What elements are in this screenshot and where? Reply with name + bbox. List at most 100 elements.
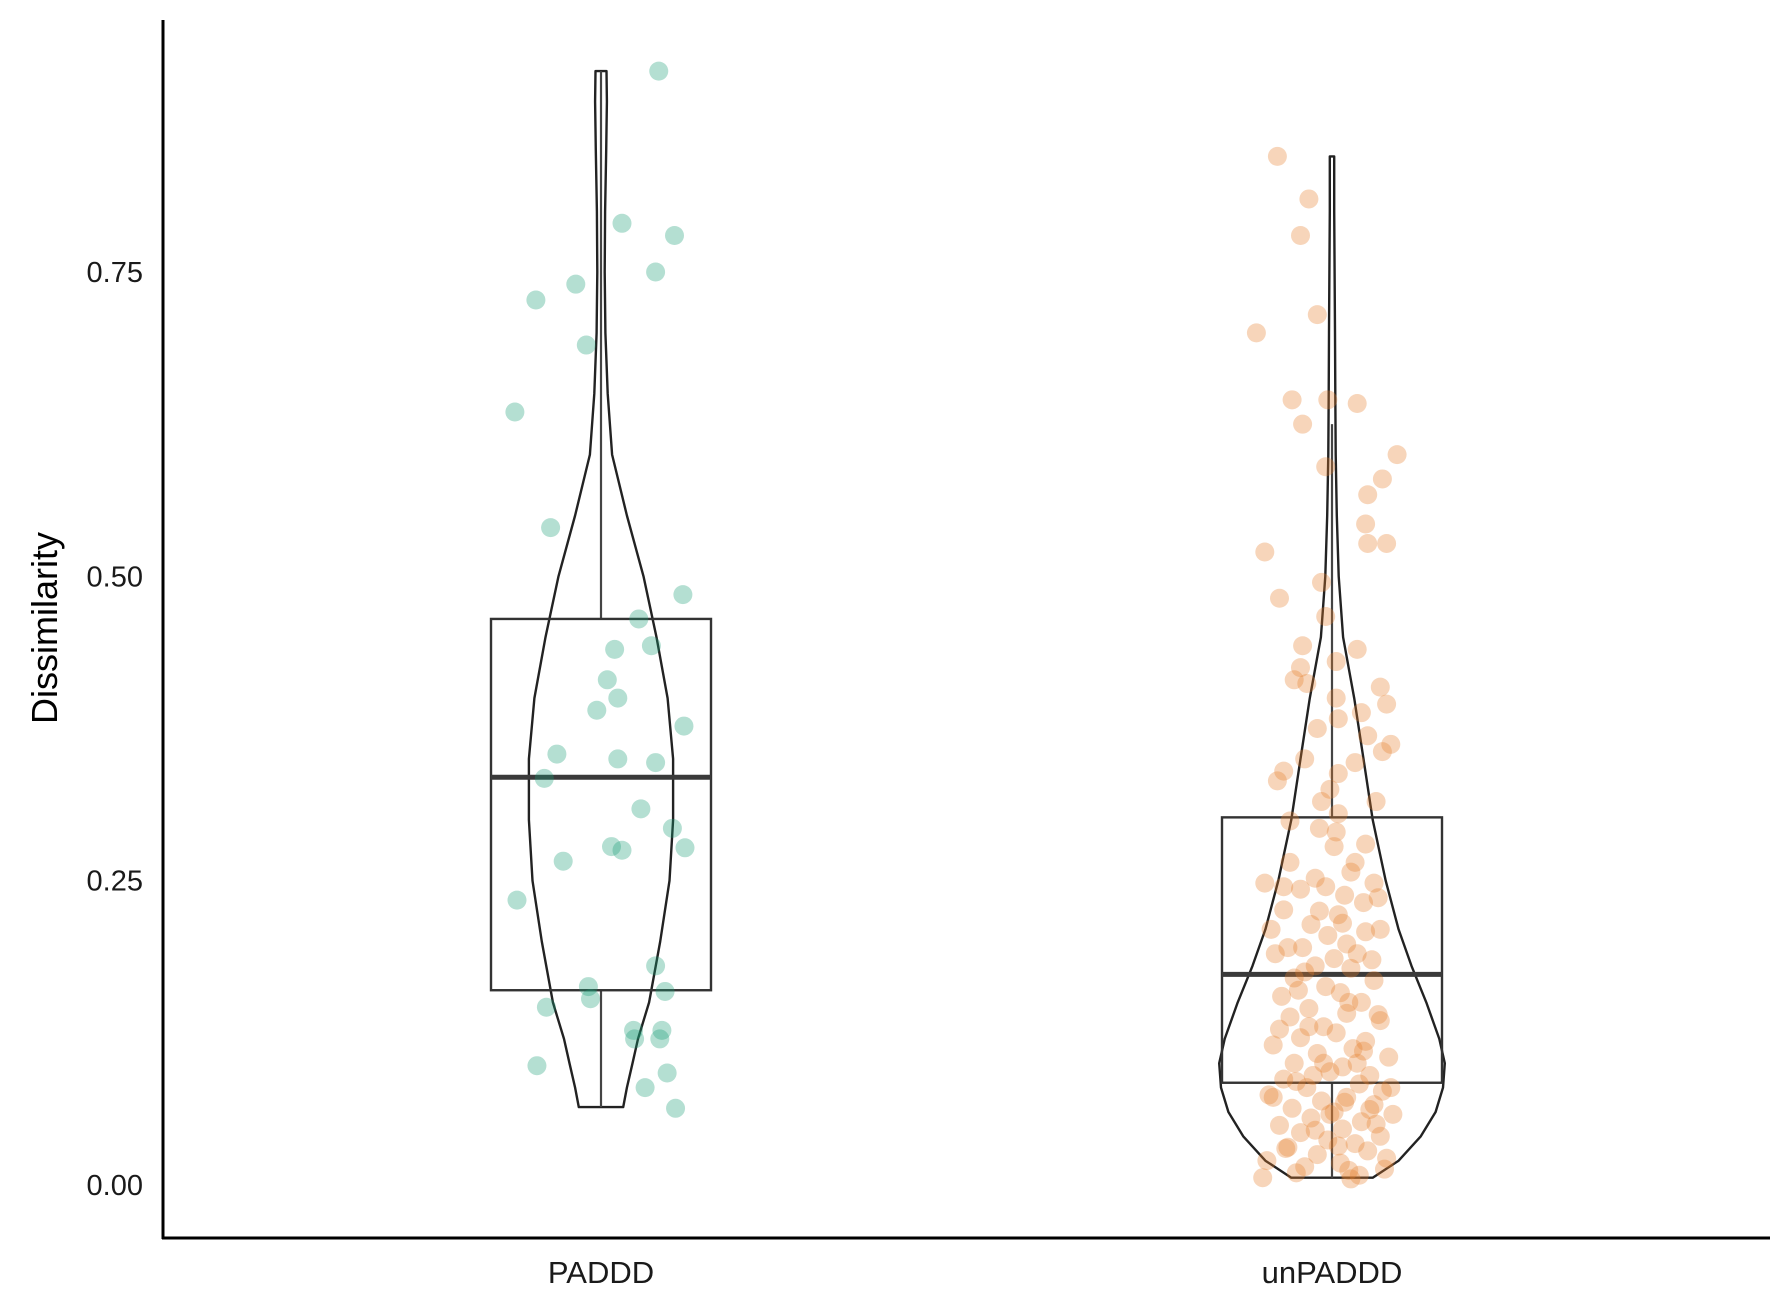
data-point-unpaddd: [1246, 323, 1266, 343]
data-point-unpaddd: [1333, 1119, 1352, 1139]
data-point-paddd: [597, 670, 617, 690]
data-point-unpaddd: [1366, 1114, 1386, 1134]
data-point-unpaddd: [1291, 225, 1310, 245]
data-point-unpaddd: [1368, 888, 1388, 908]
data-point-unpaddd: [1316, 977, 1336, 997]
data-point-unpaddd: [1263, 1035, 1283, 1055]
data-point-unpaddd: [1280, 1007, 1300, 1027]
data-point-unpaddd: [1265, 944, 1285, 964]
data-point-unpaddd: [1328, 709, 1348, 729]
data-point-paddd: [624, 1020, 644, 1040]
data-point-paddd: [608, 749, 628, 769]
data-point-unpaddd: [1309, 818, 1329, 838]
data-point-unpaddd: [1314, 1017, 1334, 1037]
y-tick-label: 0.75: [87, 257, 143, 289]
data-point-unpaddd: [1362, 950, 1382, 970]
y-axis-title: Dissimilarity: [24, 532, 65, 724]
data-point-unpaddd: [1364, 970, 1384, 990]
data-point-unpaddd: [1263, 1087, 1283, 1107]
data-point-unpaddd: [1366, 792, 1386, 812]
data-point-unpaddd: [1307, 1044, 1327, 1064]
violins-layer: [527, 69, 1446, 1179]
data-point-unpaddd: [1274, 877, 1294, 897]
data-point-paddd: [649, 61, 669, 81]
data-point-unpaddd: [1356, 834, 1376, 854]
data-point-unpaddd: [1295, 1157, 1315, 1177]
data-point-unpaddd: [1354, 1041, 1373, 1061]
data-point-unpaddd: [1381, 1078, 1401, 1098]
data-point-unpaddd: [1326, 652, 1346, 672]
data-point-unpaddd: [1270, 1019, 1289, 1039]
data-point-paddd: [526, 290, 546, 310]
data-point-unpaddd: [1274, 1069, 1294, 1089]
data-point-paddd: [612, 840, 632, 860]
data-point-paddd: [553, 851, 573, 871]
data-point-unpaddd: [1326, 822, 1346, 842]
data-point-unpaddd: [1301, 1108, 1321, 1128]
data-point-unpaddd: [1354, 893, 1373, 913]
data-point-paddd: [625, 1029, 645, 1049]
data-point-unpaddd: [1324, 837, 1344, 857]
y-tick-label: 0.00: [87, 1170, 143, 1202]
data-point-paddd: [674, 716, 694, 736]
data-point-unpaddd: [1274, 761, 1294, 781]
data-point-unpaddd: [1351, 703, 1371, 723]
data-point-paddd: [578, 977, 598, 997]
data-point-paddd: [635, 1078, 655, 1098]
data-point-unpaddd: [1328, 764, 1348, 784]
boxplots-layer: [489, 71, 1444, 1178]
data-point-unpaddd: [1328, 1136, 1348, 1156]
data-point-unpaddd: [1305, 1120, 1325, 1140]
data-point-unpaddd: [1280, 852, 1300, 872]
data-point-unpaddd: [1345, 1134, 1365, 1154]
data-point-paddd: [652, 1020, 672, 1040]
data-point-paddd: [536, 997, 556, 1017]
data-point-paddd: [646, 262, 666, 282]
data-point-unpaddd: [1358, 533, 1378, 553]
data-point-unpaddd: [1312, 1091, 1331, 1111]
data-point-paddd: [534, 768, 554, 788]
data-point-unpaddd: [1345, 753, 1365, 773]
data-point-unpaddd: [1341, 862, 1361, 882]
data-point-unpaddd: [1335, 1092, 1355, 1112]
y-tick-label: 0.25: [87, 866, 143, 898]
data-point-unpaddd: [1295, 749, 1315, 769]
data-point-paddd: [655, 981, 675, 1001]
data-point-unpaddd: [1284, 1053, 1304, 1073]
data-point-unpaddd: [1372, 1081, 1392, 1101]
data-point-unpaddd: [1282, 390, 1302, 410]
data-point-unpaddd: [1307, 1145, 1327, 1165]
data-point-unpaddd: [1339, 1160, 1359, 1180]
data-point-paddd: [541, 518, 561, 538]
data-point-unpaddd: [1337, 1003, 1357, 1023]
data-point-unpaddd: [1387, 445, 1407, 465]
data-point-unpaddd: [1337, 1087, 1357, 1107]
data-point-unpaddd: [1328, 804, 1348, 824]
data-point-unpaddd: [1360, 1100, 1380, 1120]
data-point-unpaddd: [1309, 901, 1329, 921]
data-point-unpaddd: [1259, 1085, 1279, 1105]
data-point-unpaddd: [1351, 992, 1371, 1012]
data-point-unpaddd: [1370, 1126, 1390, 1146]
data-point-unpaddd: [1299, 1017, 1319, 1037]
data-point-unpaddd: [1368, 1005, 1388, 1025]
data-point-unpaddd: [1318, 925, 1338, 945]
violin-paddd: [527, 69, 675, 1109]
data-point-unpaddd: [1267, 771, 1287, 791]
data-point-unpaddd: [1270, 588, 1289, 608]
data-point-unpaddd: [1349, 1074, 1369, 1094]
data-point-unpaddd: [1339, 992, 1359, 1012]
data-point-unpaddd: [1293, 636, 1313, 656]
data-point-paddd: [505, 402, 525, 422]
data-point-unpaddd: [1288, 980, 1308, 1000]
box-unpaddd: [1220, 816, 1444, 1084]
data-point-unpaddd: [1377, 533, 1397, 553]
data-point-paddd: [507, 890, 527, 910]
data-point-unpaddd: [1347, 944, 1367, 964]
data-point-unpaddd: [1347, 639, 1367, 659]
data-point-unpaddd: [1301, 914, 1321, 934]
data-point-unpaddd: [1253, 1168, 1273, 1188]
data-point-unpaddd: [1379, 1047, 1399, 1067]
data-point-unpaddd: [1295, 962, 1315, 982]
